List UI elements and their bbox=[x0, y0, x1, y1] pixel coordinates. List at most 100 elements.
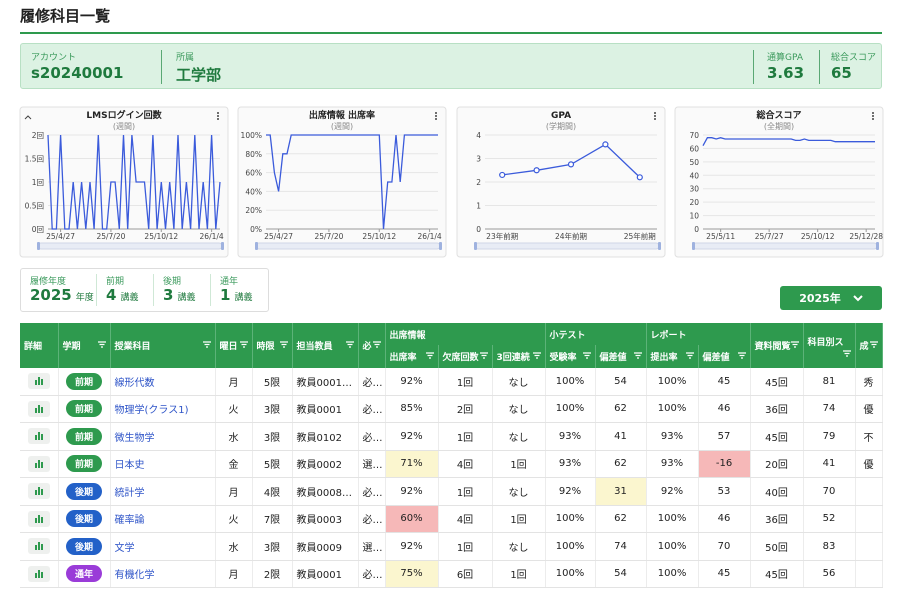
table-cell: 教員0001 bbox=[292, 560, 358, 588]
filter-icon bbox=[686, 352, 694, 359]
cell-text: 92% bbox=[400, 376, 422, 387]
term-count-value: 1 bbox=[220, 286, 230, 304]
course-link[interactable]: 物理学(クラス1) bbox=[115, 405, 189, 416]
menu-dot bbox=[217, 115, 219, 117]
course-link[interactable]: 日本史 bbox=[115, 460, 145, 471]
table-cell: 62 bbox=[595, 450, 646, 478]
cell-text: 1回 bbox=[457, 433, 473, 444]
table-cell: 水 bbox=[215, 533, 252, 561]
detail-button[interactable] bbox=[28, 401, 50, 417]
detail-button[interactable] bbox=[28, 511, 50, 527]
zoom-handle bbox=[692, 242, 695, 250]
cell-text: 92% bbox=[559, 486, 581, 497]
table-cell: 92% bbox=[385, 533, 438, 561]
x-tick-label: 25/7/20 bbox=[96, 232, 125, 241]
cell-text: 74 bbox=[823, 403, 836, 414]
cell-text: 必修 bbox=[363, 488, 383, 499]
course-link[interactable]: 統計学 bbox=[115, 488, 145, 499]
cell-text: 41 bbox=[823, 458, 836, 469]
table-cell: 統計学 bbox=[110, 478, 215, 506]
table-cell: 50回 bbox=[750, 533, 803, 561]
table-cell: 100% bbox=[545, 368, 595, 395]
cell-text: 1回 bbox=[510, 460, 526, 471]
table-cell: 56 bbox=[803, 560, 855, 588]
term-badge: 前期 bbox=[66, 400, 102, 417]
course-link[interactable]: 有機化学 bbox=[115, 570, 155, 581]
cell-text: 5限 bbox=[264, 378, 280, 389]
chart-subtitle: (全期間) bbox=[764, 121, 794, 131]
column-group-text: 出席情報 bbox=[390, 331, 426, 341]
cell-text: 秀 bbox=[864, 378, 874, 389]
x-tick-label: 23年前期 bbox=[486, 231, 518, 241]
table-cell: なし bbox=[492, 533, 545, 561]
year-select[interactable]: 2025年 bbox=[780, 286, 882, 310]
filter-glyph bbox=[791, 342, 799, 347]
term-badge: 後期 bbox=[66, 510, 102, 527]
cell-text: 3限 bbox=[264, 405, 280, 416]
course-link[interactable]: 微生物学 bbox=[115, 433, 155, 444]
table-cell: 36回 bbox=[750, 505, 803, 533]
table-cell: 教員0001… bbox=[292, 368, 358, 395]
table-cell: 後期 bbox=[58, 478, 110, 506]
filter-icon bbox=[583, 352, 591, 359]
icon-bar bbox=[35, 573, 37, 578]
table-cell: 1回 bbox=[438, 478, 492, 506]
table-cell: 46 bbox=[698, 505, 750, 533]
table-cell: 4限 bbox=[252, 478, 292, 506]
table-cell: 教員0001 bbox=[292, 395, 358, 423]
cell-text: 必修 bbox=[363, 433, 383, 444]
x-tick-label: 25/10/12 bbox=[362, 232, 396, 241]
cell-text: 水 bbox=[229, 433, 239, 444]
course-link[interactable]: 線形代数 bbox=[115, 378, 155, 389]
chart-icon bbox=[34, 404, 44, 413]
cell-text: 必修 bbox=[363, 378, 383, 389]
detail-button[interactable] bbox=[28, 566, 50, 582]
table-cell: 後期 bbox=[58, 505, 110, 533]
table-cell: 教員0102 bbox=[292, 423, 358, 451]
cell-text: 100% bbox=[658, 403, 687, 414]
detail-button[interactable] bbox=[28, 373, 50, 389]
cell-text: 必修 bbox=[363, 570, 383, 581]
table-cell: 日本史 bbox=[110, 450, 215, 478]
table-cell bbox=[855, 560, 882, 588]
table-cell: 微生物学 bbox=[110, 423, 215, 451]
menu-dot bbox=[435, 112, 437, 114]
chart-title: LMSログイン回数 bbox=[86, 109, 162, 121]
column-header-text: 授業科目 bbox=[115, 342, 151, 352]
cell-text: 85% bbox=[400, 403, 422, 414]
cell-text: なし bbox=[509, 488, 529, 499]
table-cell: 74 bbox=[595, 533, 646, 561]
cell-text: 83 bbox=[823, 541, 836, 552]
detail-button[interactable] bbox=[28, 428, 50, 444]
table-cell: 54 bbox=[595, 368, 646, 395]
filter-glyph bbox=[480, 353, 488, 358]
table-cell: 70 bbox=[698, 533, 750, 561]
detail-button[interactable] bbox=[28, 456, 50, 472]
column-header-text: 曜日 bbox=[220, 342, 238, 352]
detail-button[interactable] bbox=[28, 483, 50, 499]
term-badge: 後期 bbox=[66, 483, 102, 500]
filter-glyph bbox=[583, 353, 591, 358]
cell-text: 45 bbox=[718, 376, 731, 387]
course-link[interactable]: 確率論 bbox=[115, 515, 145, 526]
table-cell: 85% bbox=[385, 395, 438, 423]
course-link[interactable]: 文学 bbox=[115, 543, 135, 554]
icon-bar bbox=[38, 432, 40, 440]
column-header: 3回連続 bbox=[492, 345, 545, 368]
chart-icon bbox=[34, 514, 44, 523]
table-row: 前期線形代数月5限教員0001…必修92%1回なし100%54100%4545回… bbox=[20, 368, 882, 395]
table-row: 前期物理学(クラス1)火3限教員0001必修85%2回なし100%62100%4… bbox=[20, 395, 882, 423]
icon-bar bbox=[41, 462, 43, 468]
y-tick-label: 80% bbox=[245, 150, 262, 159]
cell-text: 52 bbox=[823, 513, 836, 524]
detail-button[interactable] bbox=[28, 538, 50, 554]
cell-text: 100% bbox=[658, 568, 687, 579]
icon-bar bbox=[38, 377, 40, 385]
cell-text: 81 bbox=[823, 376, 836, 387]
table-cell: 確率論 bbox=[110, 505, 215, 533]
icon-bar bbox=[35, 545, 37, 550]
column-header: 成 bbox=[855, 323, 882, 368]
cell-text: 優 bbox=[864, 460, 874, 471]
menu-dot bbox=[217, 118, 219, 120]
cell-text: 4回 bbox=[457, 515, 473, 526]
